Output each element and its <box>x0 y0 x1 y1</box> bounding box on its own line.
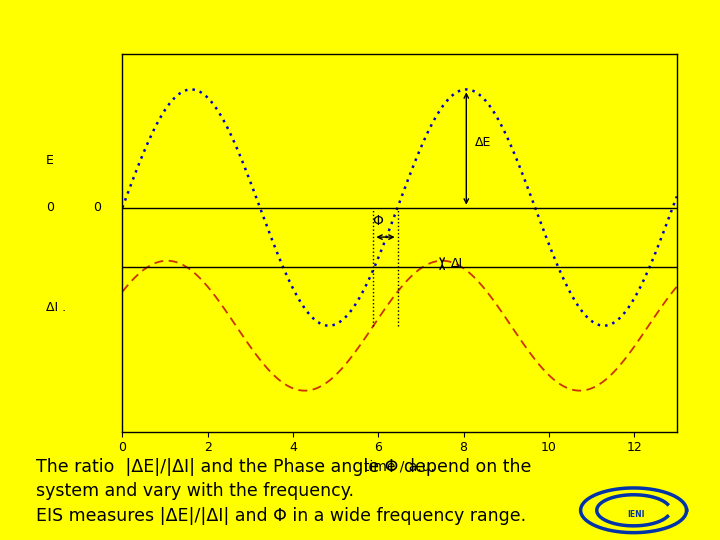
Text: system and vary with the frequency.: system and vary with the frequency. <box>36 482 354 500</box>
Text: Φ: Φ <box>373 214 384 228</box>
Text: 0: 0 <box>93 201 101 214</box>
Text: The ratio  |ΔE|/|ΔI| and the Phase angle Φ depend on the: The ratio |ΔE|/|ΔI| and the Phase angle … <box>36 458 531 476</box>
Text: ΔI: ΔI <box>451 257 463 270</box>
Text: ΔI .: ΔI . <box>45 301 66 314</box>
Text: 0: 0 <box>45 201 53 214</box>
X-axis label: time / a.u.: time / a.u. <box>364 460 435 474</box>
Text: E: E <box>45 154 53 167</box>
Text: IENI: IENI <box>627 510 644 519</box>
Text: ΔE: ΔE <box>474 136 491 149</box>
Text: EIS measures |ΔE|/|ΔI| and Φ in a wide frequency range.: EIS measures |ΔE|/|ΔI| and Φ in a wide f… <box>36 507 526 525</box>
